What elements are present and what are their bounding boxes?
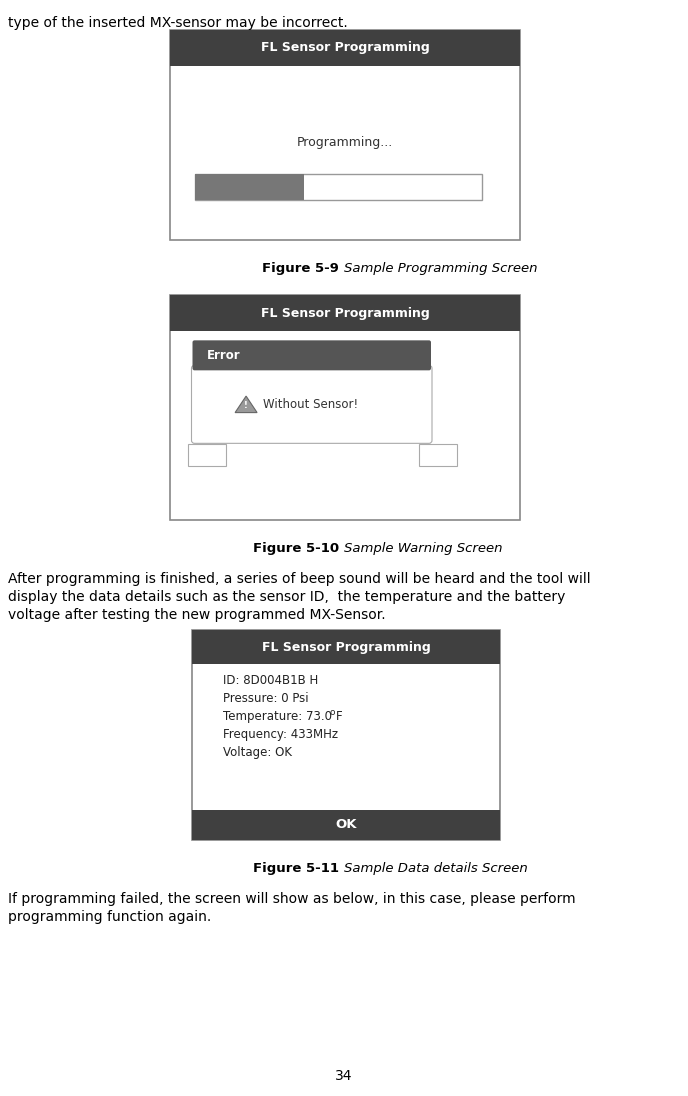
Bar [170, 30, 520, 240]
Text: ID: 8D004B1B H: ID: 8D004B1B H [223, 674, 318, 687]
Bar [170, 295, 520, 331]
Text: Sample Programming Screen: Sample Programming Screen [344, 262, 537, 275]
Text: OK: OK [335, 819, 357, 832]
Text: Pressure: 0 Psi: Pressure: 0 Psi [223, 692, 308, 705]
Text: !: ! [244, 401, 248, 410]
Bar [192, 810, 500, 840]
Text: Temperature: 73.0: Temperature: 73.0 [223, 710, 336, 723]
Text: Without Sensor!: Without Sensor! [263, 398, 358, 411]
Text: Figure 5-9: Figure 5-9 [263, 262, 344, 275]
Text: FL Sensor Programming: FL Sensor Programming [261, 42, 429, 55]
Bar [195, 174, 303, 199]
Bar [419, 444, 457, 466]
Text: Figure 5-11: Figure 5-11 [253, 861, 344, 875]
Text: After programming is finished, a series of beep sound will be heard and the tool: After programming is finished, a series … [8, 572, 590, 586]
Text: Frequency: 433MHz: Frequency: 433MHz [223, 728, 338, 741]
Text: type of the inserted MX-sensor may be incorrect.: type of the inserted MX-sensor may be in… [8, 16, 347, 30]
Text: voltage after testing the new programmed MX-Sensor.: voltage after testing the new programmed… [8, 608, 386, 623]
Text: FL Sensor Programming: FL Sensor Programming [261, 307, 429, 320]
Text: Sample Data details Screen: Sample Data details Screen [344, 861, 528, 875]
Bar [192, 630, 500, 840]
Text: o: o [330, 708, 335, 717]
Bar [192, 630, 500, 664]
Bar [170, 295, 520, 520]
Text: Programming...: Programming... [297, 136, 393, 149]
Text: programming function again.: programming function again. [8, 910, 211, 924]
Bar [195, 174, 482, 199]
Text: If programming failed, the screen will show as below, in this case, please perfo: If programming failed, the screen will s… [8, 892, 576, 906]
FancyBboxPatch shape [193, 341, 431, 370]
Bar [170, 30, 520, 66]
Bar [188, 444, 226, 466]
Text: Voltage: OK: Voltage: OK [223, 746, 292, 760]
Text: Error: Error [206, 349, 240, 362]
Text: FL Sensor Programming: FL Sensor Programming [261, 640, 431, 653]
Text: F: F [336, 710, 343, 723]
Text: display the data details such as the sensor ID,  the temperature and the battery: display the data details such as the sen… [8, 590, 566, 604]
Text: 34: 34 [335, 1069, 353, 1083]
Text: Sample Warning Screen: Sample Warning Screen [344, 543, 502, 555]
Text: Figure 5-10: Figure 5-10 [253, 543, 344, 555]
Polygon shape [235, 396, 257, 412]
FancyBboxPatch shape [191, 365, 432, 444]
